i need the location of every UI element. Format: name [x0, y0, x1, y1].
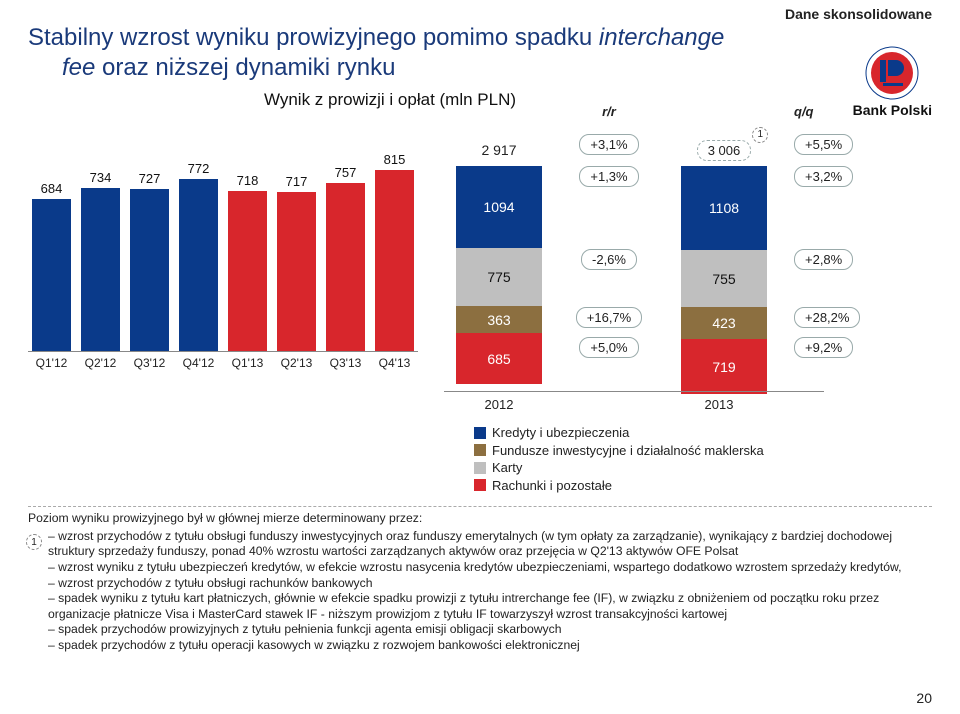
- bar-value: 717: [286, 174, 308, 189]
- stack-seg: 1108: [681, 166, 767, 250]
- bar-value: 718: [237, 173, 259, 188]
- footnote-badge: 1: [26, 534, 42, 550]
- page-number: 20: [916, 690, 932, 706]
- total-2013-wrap: 3 0061: [697, 134, 752, 166]
- rr-pill: +16,7%: [576, 307, 642, 328]
- title-l2a: fee: [62, 54, 95, 81]
- title-l2b: oraz niższej dynamiki rynku: [95, 54, 395, 81]
- year-2012: 2012: [444, 397, 554, 412]
- legend-label: Fundusze inwestycyjne i działalność makl…: [492, 442, 764, 460]
- page-title-line1: Stabilny wzrost wyniku prowizyjnego pomi…: [28, 18, 932, 52]
- footnote-item: spadek przychodów z tytułu operacji kaso…: [48, 638, 932, 654]
- footnote-item: wzrost wyniku z tytułu ubezpieczeń kredy…: [48, 560, 932, 576]
- stack-seg: 1094: [456, 166, 542, 248]
- bar-col: 734: [81, 170, 120, 351]
- legend-label: Rachunki i pozostałe: [492, 477, 612, 495]
- title-l1b: interchange: [599, 24, 724, 51]
- bar-x-label: Q3'12: [130, 356, 169, 370]
- total-2013: 3 0061: [697, 140, 752, 161]
- footnote-item: wzrost przychodów z tytułu obsługi rachu…: [48, 576, 932, 592]
- footnote-ref-icon: 1: [752, 127, 768, 143]
- legend-label: Karty: [492, 459, 522, 477]
- legend-row: Karty: [474, 459, 932, 477]
- year-2013: 2013: [664, 397, 774, 412]
- legend: Kredyty i ubezpieczeniaFundusze inwestyc…: [474, 424, 932, 494]
- bar-x-label: Q1'13: [228, 356, 267, 370]
- bar-value: 772: [188, 161, 210, 176]
- bar: [326, 183, 365, 351]
- footnote-item: wzrost przychodów z tytułu obsługi fundu…: [48, 529, 932, 560]
- qq-pill: +2,8%: [794, 249, 853, 270]
- legend-swatch: [474, 427, 486, 439]
- legend-swatch: [474, 479, 486, 491]
- stack-seg: 423: [681, 307, 767, 339]
- stack-seg: 755: [681, 250, 767, 307]
- legend-swatch: [474, 462, 486, 474]
- title-l1a: Stabilny wzrost wyniku prowizyjnego pomi…: [28, 24, 599, 51]
- logo-icon: [865, 46, 919, 100]
- bar-value: 734: [90, 170, 112, 185]
- bar-x-label: Q4'12: [179, 356, 218, 370]
- bar-col: 727: [130, 171, 169, 351]
- legend-label: Kredyty i ubezpieczenia: [492, 424, 629, 442]
- stack-seg: 363: [456, 306, 542, 333]
- bar-x-label: Q2'13: [277, 356, 316, 370]
- bar-col: 815: [375, 152, 414, 351]
- bar-col: 757: [326, 165, 365, 351]
- stack-seg: 719: [681, 339, 767, 394]
- bar-x-label: Q2'12: [81, 356, 120, 370]
- legend-swatch: [474, 444, 486, 456]
- bar: [228, 191, 267, 351]
- rr-pill: +1,3%: [579, 166, 638, 187]
- qq-pill: +9,2%: [794, 337, 853, 358]
- total-2012: 2 917: [481, 134, 516, 166]
- bar-value: 684: [41, 181, 63, 196]
- stack-seg: 685: [456, 333, 542, 384]
- rr-header: r/r: [554, 104, 664, 119]
- bar-col: 684: [32, 181, 71, 351]
- footnotes: Poziom wyniku prowizyjnego był w głównej…: [28, 506, 932, 653]
- bar-x-label: Q4'13: [375, 356, 414, 370]
- legend-row: Kredyty i ubezpieczenia: [474, 424, 932, 442]
- footnote-item: spadek przychodów prowizyjnych z tytułu …: [48, 622, 932, 638]
- bar-col: 772: [179, 161, 218, 351]
- rr-pill: +5,0%: [579, 337, 638, 358]
- footnote-item: spadek wyniku z tytułu kart płatniczych,…: [48, 591, 932, 622]
- top-note: Dane skonsolidowane: [785, 6, 932, 22]
- quarterly-bar-chart: 684 734 727 772 718 717 757 815 Q1'12 Q2'12 Q3'12…: [28, 134, 418, 382]
- bar: [277, 192, 316, 351]
- bar: [81, 188, 120, 351]
- legend-row: Fundusze inwestycyjne i działalność makl…: [474, 442, 932, 460]
- bar: [32, 199, 71, 351]
- qq-pill: +28,2%: [794, 307, 860, 328]
- qq-header: q/q: [784, 104, 932, 119]
- rr-pill: -2,6%: [581, 249, 637, 270]
- bar-value: 757: [335, 165, 357, 180]
- qq-pill: +3,2%: [794, 166, 853, 187]
- bar-col: 717: [277, 174, 316, 351]
- bar: [375, 170, 414, 351]
- stack-seg: 775: [456, 248, 542, 306]
- bar-value: 815: [384, 152, 406, 167]
- charts-row: 684 734 727 772 718 717 757 815 Q1'12 Q2'12 Q3'12…: [28, 110, 932, 402]
- bar-x-label: Q3'13: [326, 356, 365, 370]
- bar-value: 727: [139, 171, 161, 186]
- bar: [130, 189, 169, 351]
- rr-pill: +3,1%: [579, 134, 638, 155]
- footnote-lead: Poziom wyniku prowizyjnego był w głównej…: [28, 511, 932, 527]
- bar-x-label: Q1'12: [32, 356, 71, 370]
- annual-stack-chart: r/r q/q 2 9171094775363685+3,1%+1,3%-2,6…: [444, 134, 932, 402]
- page-title-line2: fee oraz niższej dynamiki rynku: [62, 54, 932, 82]
- bar: [179, 179, 218, 351]
- qq-pill: +5,5%: [794, 134, 853, 155]
- legend-row: Rachunki i pozostałe: [474, 477, 932, 495]
- bar-col: 718: [228, 173, 267, 351]
